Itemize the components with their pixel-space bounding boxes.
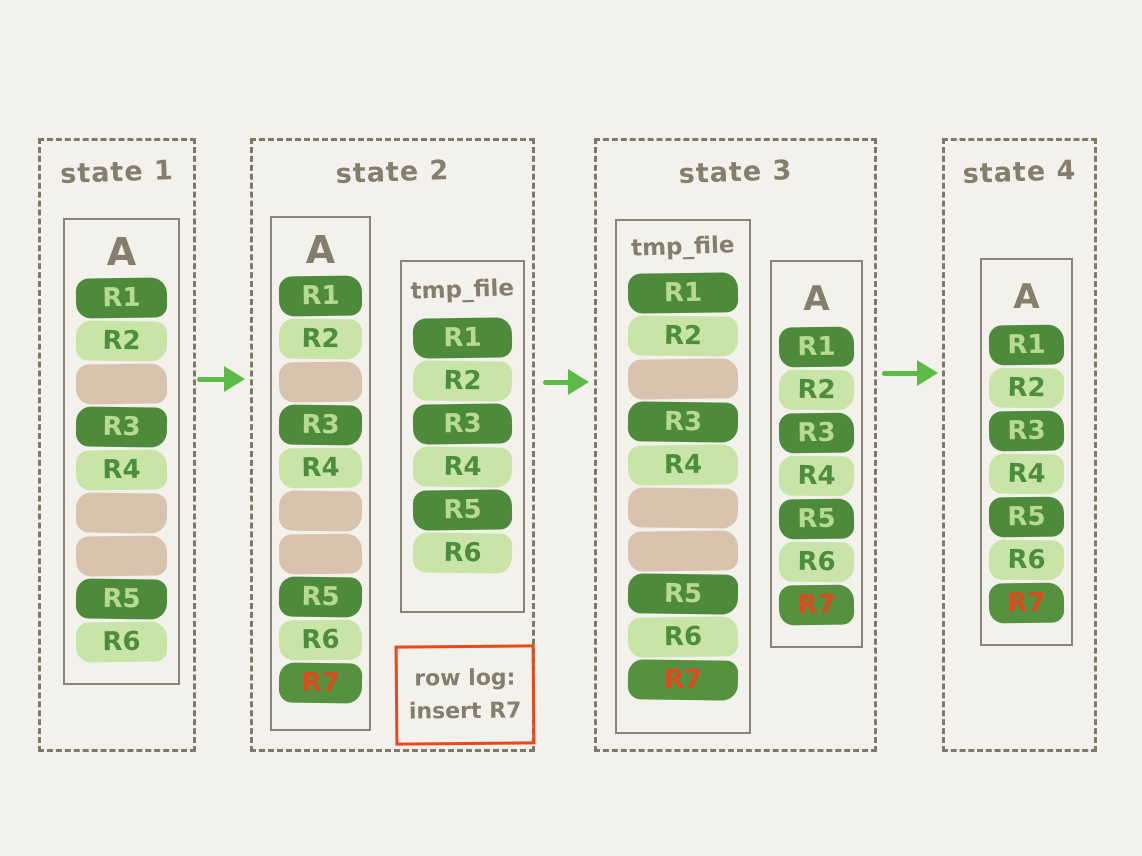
transition-arrow-icon [197,366,245,392]
state-2-title: state 2 [335,155,450,190]
row-block: R4 [412,446,513,488]
inserted-row-block: R7 [278,662,363,704]
row-block: R4 [278,447,363,489]
row-block: R6 [75,621,168,663]
state-1-panel: state 1 A R1 R2 R3 R4 R5 R6 [38,138,196,752]
row-stack: R1 R2 R3 R4 R5 R6 [402,317,523,574]
row-block: R3 [627,401,739,443]
arrow-head [917,360,938,386]
row-block: R1 [278,275,363,317]
row-block: R5 [988,496,1065,538]
state-4-panel: state 4 A R1 R2 R3 R4 R5 R6 R7 [942,138,1097,752]
row-log-note: row log: insert R7 [394,644,536,746]
transition-arrow-icon [882,360,938,386]
row-block: R6 [988,539,1065,581]
arrow-shaft [882,370,919,376]
row-block: R3 [412,403,513,445]
row-block: R2 [412,360,513,402]
row-block: R5 [75,578,168,620]
row-block: R5 [412,489,513,531]
row-block: R1 [75,277,168,319]
inserted-row-block: R7 [778,584,855,626]
free-space-block [627,358,739,400]
row-block: R1 [627,272,739,314]
free-space-block [75,535,168,577]
free-space-block [75,492,168,534]
state-3-panel: state 3 tmp_file R1 R2 R3 R4 R5 R6 R7 A … [594,138,877,752]
row-block: R6 [278,619,363,661]
row-block: R1 [778,326,855,368]
row-block: R1 [988,324,1065,366]
row-block: R5 [278,576,363,618]
table-name-label: A [305,228,336,272]
row-block: R6 [412,532,513,574]
row-block: R6 [778,541,855,583]
arrow-shaft [197,376,226,382]
tmp-file-label: tmp_file [410,275,515,305]
row-stack: R1 R2 R3 R4 R5 R6 R7 [772,326,861,626]
row-block: R3 [75,406,168,448]
free-space-block [75,363,168,405]
table-a-box: A R1 R2 R3 R4 R5 R6 R7 [770,260,863,648]
row-block: R1 [412,317,513,359]
row-stack: R1 R2 R3 R4 R5 R6 [65,277,178,663]
table-name-label: A [106,230,137,274]
free-space-block [627,530,739,572]
row-block: R2 [778,369,855,411]
row-stack: R1 R2 R3 R4 R5 R6 R7 [982,324,1071,624]
row-block: R3 [278,404,363,446]
free-space-block [278,361,363,403]
table-name-label: A [803,279,830,319]
state-2-panel: state 2 A R1 R2 R3 R4 R5 R6 R7 tmp_file … [250,138,536,752]
row-block: R4 [627,444,739,486]
row-block: R3 [988,410,1065,452]
arrow-shaft [543,379,570,385]
row-stack: R1 R2 R3 R4 R5 R6 R7 [617,272,749,701]
row-log-line: insert R7 [408,698,522,725]
row-block: R4 [988,453,1065,495]
free-space-block [278,490,363,532]
row-block: R5 [627,573,739,615]
table-a-box: A R1 R2 R3 R4 R5 R6 R7 [270,216,371,731]
table-a-box: A R1 R2 R3 R4 R5 R6 R7 [980,258,1073,646]
state-3-title: state 3 [678,155,793,190]
tmp-file-box: tmp_file R1 R2 R3 R4 R5 R6 R7 [615,219,751,734]
row-block: R2 [627,315,739,357]
arrow-head [568,369,589,395]
inserted-row-block: R7 [627,659,739,701]
row-block: R4 [778,455,855,497]
row-block: R5 [778,498,855,540]
state-1-title: state 1 [59,155,175,190]
free-space-block [627,487,739,529]
free-space-block [278,533,363,575]
row-block: R3 [778,412,855,454]
row-block: R4 [75,449,168,491]
state-4-title: state 4 [962,155,1077,190]
tmp-file-label: tmp_file [630,232,735,262]
arrow-head [224,366,245,392]
row-block: R6 [627,616,739,658]
inserted-row-block: R7 [988,582,1065,624]
row-log-line: row log: [414,665,516,692]
transition-arrow-icon [543,369,589,395]
table-a-box: A R1 R2 R3 R4 R5 R6 [63,218,180,685]
table-name-label: A [1013,277,1040,317]
row-block: R2 [278,318,363,360]
row-stack: R1 R2 R3 R4 R5 R6 R7 [272,275,369,704]
row-block: R2 [988,367,1065,409]
tmp-file-box: tmp_file R1 R2 R3 R4 R5 R6 [400,260,525,613]
row-block: R2 [75,320,168,362]
